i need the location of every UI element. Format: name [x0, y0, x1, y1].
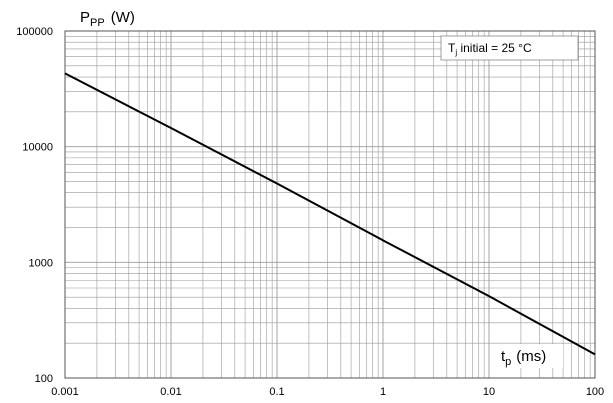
- x-tick-label: 0.001: [51, 386, 79, 398]
- annotation-main: T: [448, 41, 456, 55]
- y-tick-label: 100000: [16, 26, 53, 38]
- annotation-text: Tj initial = 25 °C: [448, 41, 532, 57]
- series: [64, 72, 596, 356]
- y-axis-label: PPP (W): [80, 9, 135, 29]
- grid: [64, 31, 595, 379]
- x-axis-label-bg: [497, 344, 563, 368]
- x-tick-label: 0.1: [269, 386, 284, 398]
- y-tick-label: 100: [35, 373, 53, 385]
- x-axis-label-main: t: [501, 348, 506, 365]
- plot-frame: [64, 30, 596, 379]
- x-tick-label: 10: [483, 386, 495, 398]
- x-axis-label: tp (ms): [501, 348, 546, 368]
- series-line: [64, 72, 596, 356]
- y-tick-labels: 100 1000 10000 100000: [16, 26, 53, 385]
- x-axis-label-unit: (ms): [516, 348, 546, 365]
- y-tick-label: 10000: [22, 142, 53, 154]
- annotation-box: [440, 35, 579, 61]
- x-tick-label: 100: [586, 386, 604, 398]
- y-axis-label-sub: PP: [90, 17, 105, 29]
- y-axis-label-main: P: [80, 9, 90, 26]
- y-tick-label: 1000: [29, 257, 53, 269]
- annotation-rest: initial = 25 °C: [457, 41, 532, 55]
- annotation-sub: j: [454, 48, 457, 57]
- x-tick-label: 0.01: [160, 386, 181, 398]
- x-tick-label: 1: [380, 386, 386, 398]
- x-axis-label-sub: p: [505, 356, 511, 368]
- y-axis-label-unit: (W): [111, 9, 135, 26]
- x-tick-labels: 0.001 0.01 0.1 1 10 100: [51, 386, 604, 398]
